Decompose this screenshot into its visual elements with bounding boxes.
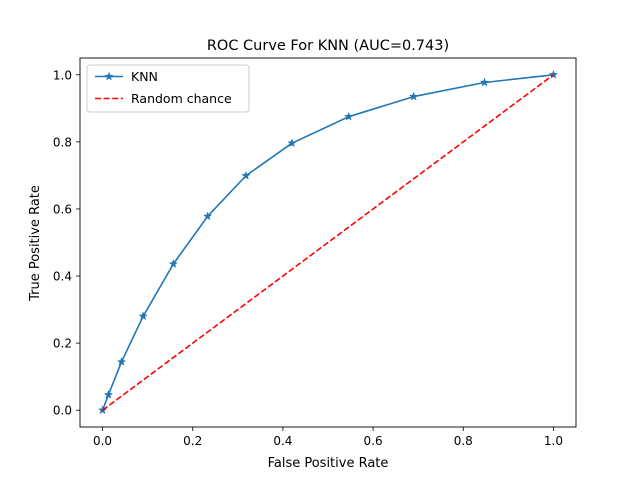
legend: KNN Random chance [86, 64, 250, 113]
chart-title: ROC Curve For KNN (AUC=0.743) [207, 38, 449, 54]
legend-box [86, 64, 250, 113]
legend-label: Random chance [131, 91, 232, 106]
knn-point [287, 138, 297, 148]
y-tick-label: 0.2 [53, 337, 72, 351]
knn-point [241, 170, 251, 180]
knn-point [116, 356, 127, 366]
y-tick-label: 0.0 [53, 404, 72, 418]
knn-point [408, 91, 419, 101]
y-tick-label: 0.8 [53, 135, 72, 149]
knn-line [101, 73, 554, 411]
x-tick-label: 0.8 [454, 434, 473, 448]
y-axis-label: True Positive Rate [28, 185, 43, 302]
knn-point [479, 77, 490, 87]
y-tick-label: 0.4 [53, 270, 72, 284]
knn-point [548, 69, 559, 79]
y-tick-label: 0.6 [53, 202, 72, 216]
x-tick-label: 1.0 [544, 434, 563, 448]
knn-point [202, 211, 213, 221]
y-tick-label: 1.0 [53, 68, 72, 82]
x-tick-label: 0.4 [273, 434, 292, 448]
x-tick-label: 0.6 [364, 434, 383, 448]
x-tick-label: 0.2 [183, 434, 202, 448]
knn-point [168, 259, 179, 268]
plot-area: 0.0 0.2 0.4 0.6 0.8 1.0 0.0 0.2 0.4 0.6 0.8 1.0 [53, 57, 577, 448]
legend-label: KNN [131, 69, 158, 84]
random-chance-line [102, 74, 554, 411]
x-axis-label: False Positive Rate [268, 456, 389, 471]
knn-point [103, 389, 114, 399]
axes-frame [79, 57, 577, 428]
x-tick-label: 0.0 [93, 434, 112, 448]
legend-marker-star [104, 71, 114, 81]
knn-point [344, 111, 354, 121]
knn-point [138, 311, 148, 321]
